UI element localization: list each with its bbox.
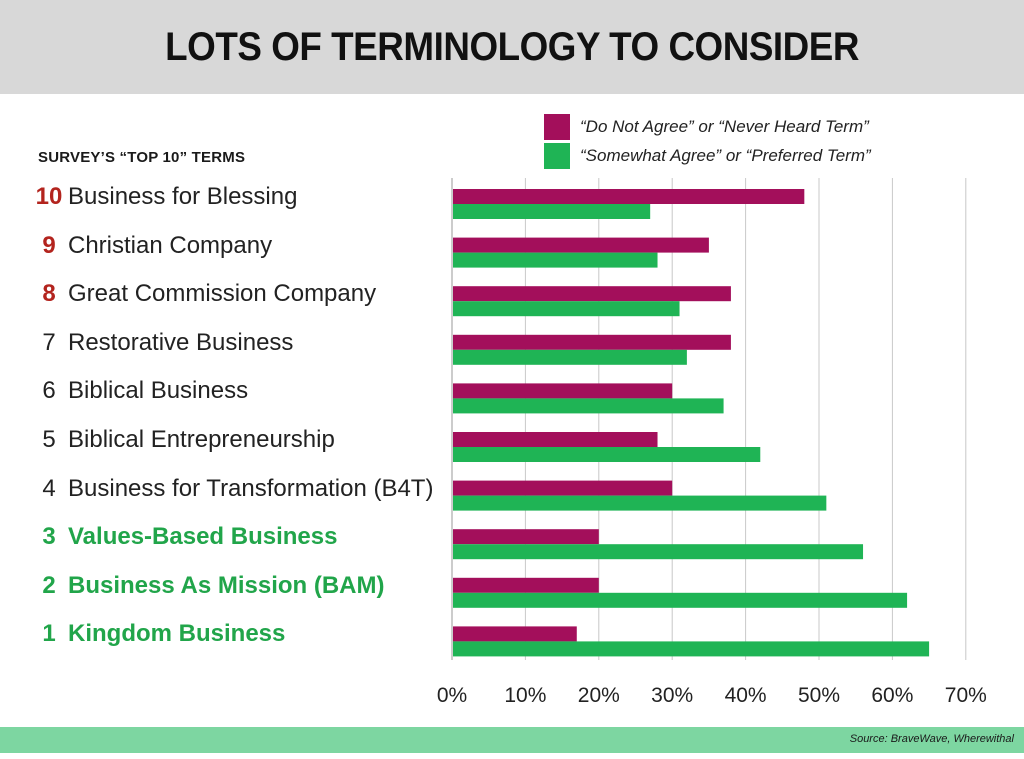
term-row: 3 Values-Based Business — [30, 522, 337, 552]
term-label: Great Commission Company — [68, 280, 377, 308]
legend-label-agree: “Somewhat Agree” or “Preferred Term” — [580, 146, 871, 165]
term-rank: 1 — [42, 620, 56, 648]
footer-bar: Source: BraveWave, Wherewithal — [0, 727, 1024, 753]
bar-agree — [453, 495, 827, 511]
x-tick-label: 70% — [945, 684, 987, 707]
legend-item-agree: “Somewhat Agree” or “Preferred Term” — [544, 143, 871, 169]
x-tick-label: 60% — [871, 684, 913, 707]
term-label: Business As Mission (BAM) — [68, 571, 385, 599]
bar-disagree — [453, 334, 731, 350]
term-label: Values-Based Business — [68, 523, 338, 551]
term-label: Biblical Entrepreneurship — [68, 426, 335, 453]
legend-item-disagree: “Do Not Agree” or “Never Heard Term” — [544, 114, 871, 140]
term-label: Christian Company — [68, 231, 273, 259]
term-rank: 5 — [42, 426, 56, 453]
title-bar: LOTS OF TERMINOLOGY TO CONSIDER — [0, 0, 1024, 94]
x-tick-label: 20% — [578, 684, 620, 707]
bar-disagree — [453, 432, 658, 447]
term-rank: 10 — [35, 183, 63, 210]
term-row: 9 Christian Company — [30, 231, 272, 261]
bar-disagree — [453, 286, 731, 302]
bar-disagree — [453, 480, 673, 496]
bar-agree — [453, 301, 680, 317]
bar-disagree — [453, 626, 577, 642]
source-note: Source: BraveWave, Wherewithal — [849, 733, 1014, 745]
term-row: 6 Biblical Business — [30, 376, 248, 406]
legend: “Do Not Agree” or “Never Heard Term” “So… — [544, 114, 871, 172]
x-tick-label: 10% — [504, 684, 546, 707]
bar-agree — [453, 447, 761, 462]
term-row: 5 Biblical Entrepreneurship — [30, 425, 335, 455]
term-label: Biblical Business — [68, 377, 249, 405]
bar-agree — [453, 349, 687, 365]
bar-chart: 0% 10% 20% 30% 40% 50% 60% 70% — [437, 178, 987, 707]
legend-label-disagree: “Do Not Agree” or “Never Heard Term” — [580, 117, 869, 136]
term-rank: 8 — [42, 280, 56, 308]
bar-agree — [453, 641, 930, 657]
term-rank: 9 — [42, 231, 56, 259]
x-tick-label: 40% — [725, 684, 767, 707]
bar-disagree — [453, 189, 805, 204]
term-label: Kingdom Business — [68, 620, 286, 648]
bar-agree — [453, 204, 651, 219]
bar-agree — [453, 544, 864, 560]
term-rank: 7 — [42, 328, 56, 356]
x-tick-label: 0% — [437, 684, 467, 707]
bar-disagree — [453, 577, 599, 593]
term-row: 7 Restorative Business — [30, 328, 293, 358]
term-row: 4 Business for Transformation (B4T) — [30, 474, 433, 504]
x-tick-label: 30% — [651, 684, 693, 707]
term-rank: 4 — [42, 474, 56, 502]
bar-agree — [453, 398, 724, 414]
legend-swatch-agree — [544, 143, 570, 169]
bar-disagree — [453, 237, 709, 253]
term-label: Business for Blessing — [68, 183, 298, 210]
term-rank: 3 — [42, 523, 56, 551]
bar-agree — [453, 592, 908, 608]
bar-agree — [453, 252, 658, 268]
chart-subtitle: SURVEY’S “TOP 10” TERMS — [38, 149, 246, 166]
term-rank: 6 — [42, 377, 56, 405]
term-row: 1 Kingdom Business — [30, 619, 285, 649]
term-row: 8 Great Commission Company — [30, 279, 376, 309]
legend-swatch-disagree — [544, 114, 570, 140]
term-label: Business for Transformation (B4T) — [68, 474, 434, 502]
bar-disagree — [453, 383, 673, 399]
term-row: 2 Business As Mission (BAM) — [30, 571, 385, 601]
term-row: 10 Business for Blessing — [30, 182, 298, 212]
term-label: Restorative Business — [68, 328, 294, 356]
page-title: LOTS OF TERMINOLOGY TO CONSIDER — [165, 24, 859, 69]
x-tick-label: 50% — [798, 684, 840, 707]
bar-disagree — [453, 529, 599, 545]
term-rank: 2 — [42, 571, 56, 599]
